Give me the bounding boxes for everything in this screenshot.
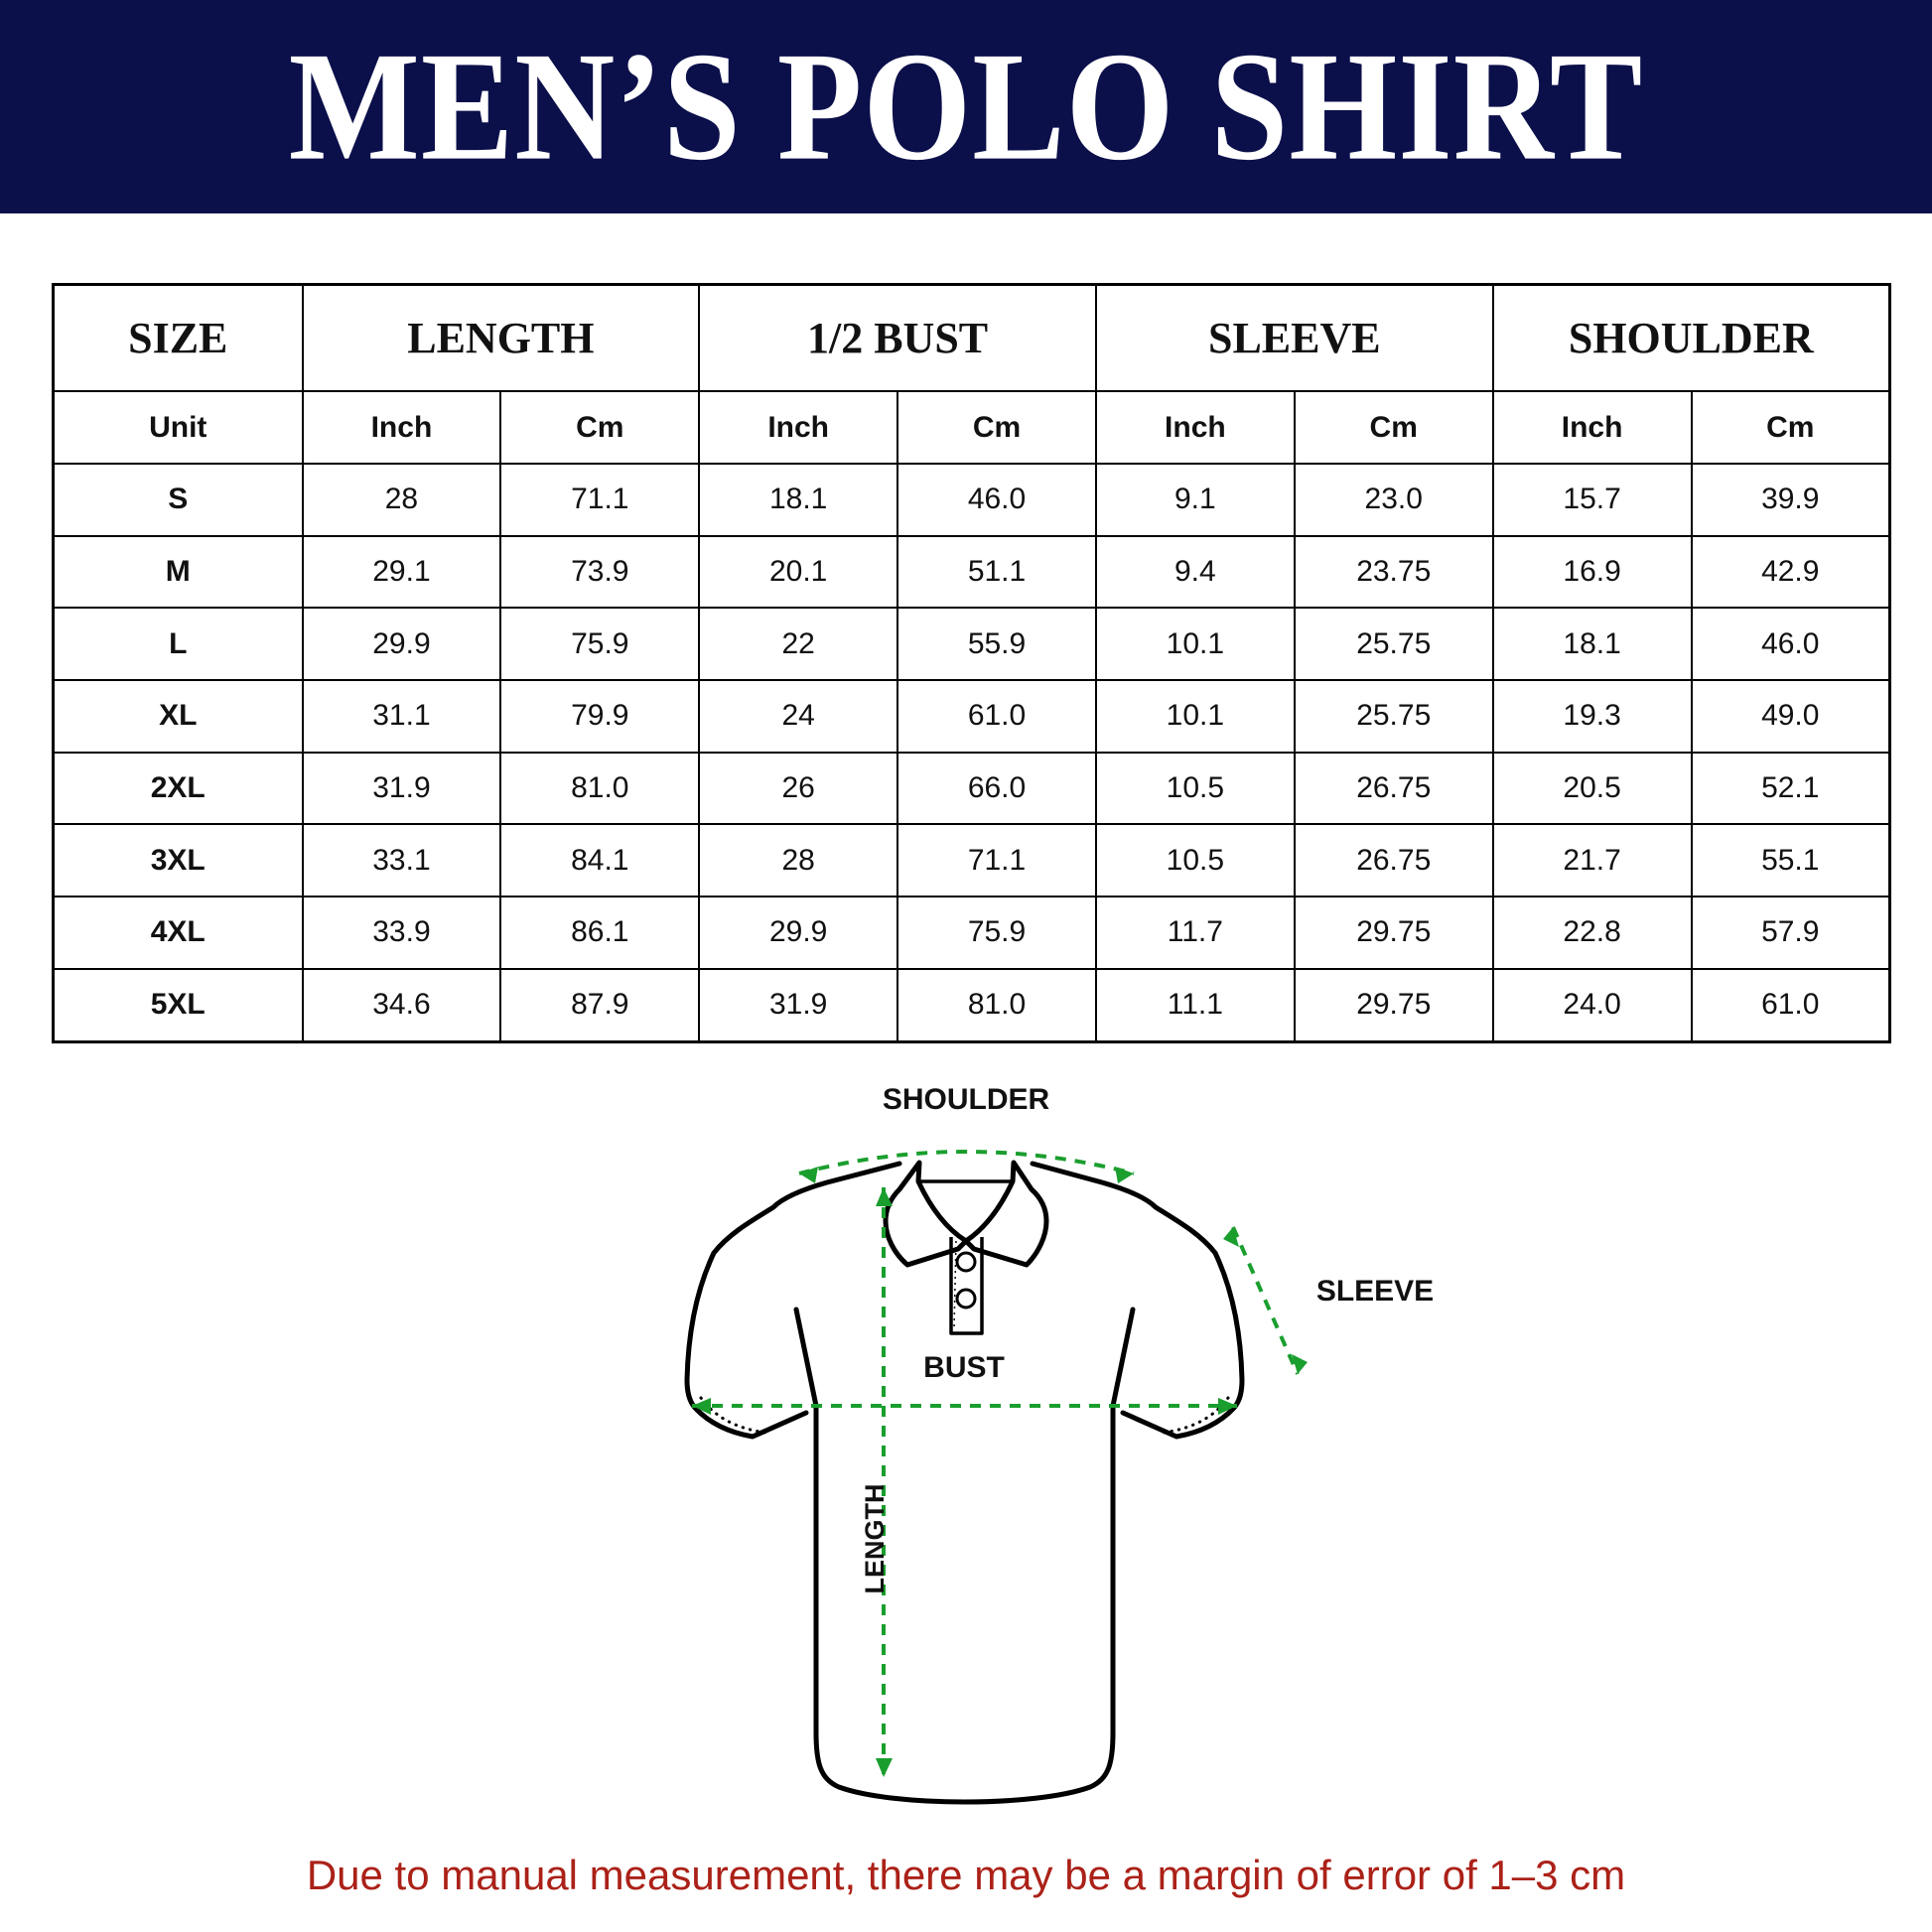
svg-text:SLEEVE: SLEEVE [1316, 1275, 1434, 1308]
svg-text:LENGTH: LENGTH [860, 1484, 890, 1594]
svg-text:BUST: BUST [923, 1351, 1005, 1384]
svg-text:SHOULDER: SHOULDER [883, 1083, 1050, 1116]
